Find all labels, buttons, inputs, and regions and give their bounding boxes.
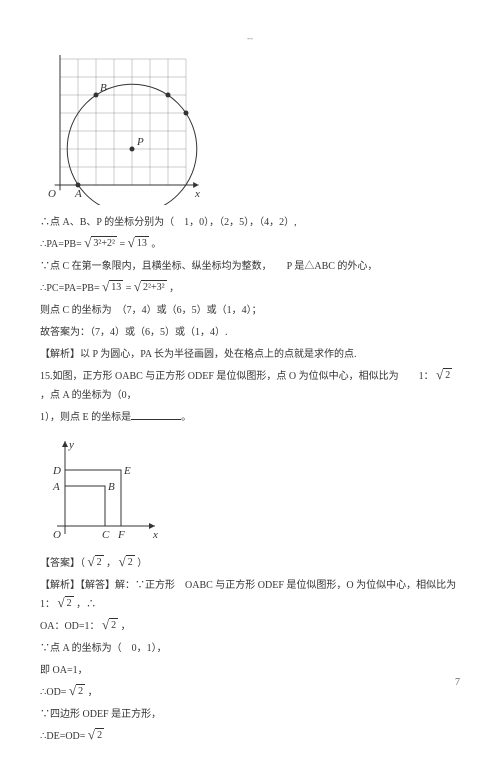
p15-post: ， (88, 687, 98, 698)
sqrt-2: √13 (128, 236, 149, 250)
sqrt-4: √2²+3² (134, 280, 167, 294)
p12-post: ， (121, 621, 131, 632)
sqrt-10: √2 (69, 684, 85, 698)
p4-pre: ∴PC=PA=PB= (40, 283, 100, 294)
p4-post: ， (169, 283, 179, 294)
sqrt-5: √2 (436, 368, 452, 382)
p8-pre: 15.如图，正方形 OABC 与正方形 ODEF 是位似图形，点 O 为位似中心… (40, 371, 434, 382)
p2-eq: = (120, 239, 126, 250)
svg-text:F: F (117, 529, 125, 541)
text-p3: ∵点 C 在第一象限内，且横坐标、纵坐标均为整数， P 是△ABC 的外心， (40, 257, 460, 276)
text-p15: ∴OD= √2 ， (40, 683, 460, 702)
text-p12: OA：OD=1： √2 ， (40, 617, 460, 636)
svg-text:A: A (52, 481, 60, 493)
text-p11: 【解析】【解答】解：∵正方形 OABC 与正方形 ODEF 是位似图形，O 为位… (40, 576, 460, 614)
p10-mid: ， (106, 558, 119, 569)
p8-post: ，点 A 的坐标为（0， (40, 390, 137, 401)
p15-pre: ∴OD= (40, 687, 66, 698)
text-p14: 即 OA=1， (40, 661, 460, 680)
figure-1: yxOABP (40, 55, 210, 205)
text-p6: 故答案为：（7，4）或（6，5）或（1，4）. (40, 323, 460, 342)
text-p1: ∴点 A、B、P 的坐标分别为（ 1，0），（2，5），（4，2）, (40, 213, 460, 232)
svg-text:x: x (194, 188, 200, 200)
svg-text:O: O (53, 529, 61, 541)
svg-text:E: E (123, 465, 131, 477)
p10-post: ） (137, 558, 147, 569)
svg-text:B: B (108, 481, 115, 493)
p2-pre: ∴PA=PB= (40, 239, 82, 250)
svg-text:O: O (48, 188, 56, 200)
svg-text:C: C (102, 529, 110, 541)
sqrt-6: √2 (88, 555, 104, 569)
p4-eq: = (126, 283, 132, 294)
sqrt-7: √2 (119, 555, 135, 569)
svg-text:A: A (74, 188, 82, 200)
p11-post: ，∴ (76, 599, 96, 610)
p2-post: 。 (151, 239, 161, 250)
svg-text:P: P (136, 136, 144, 148)
text-p9: 1），则点 E 的坐标是 。 (40, 408, 460, 427)
text-p5: 则点 C 的坐标为 （7，4）或（6，5）或（1，4）； (40, 301, 460, 320)
text-p10: 【答案】（ √2 ， √2 ） (40, 554, 460, 573)
p10-pre: 【答案】（ (40, 558, 88, 569)
p12-pre: OA：OD=1： (40, 621, 100, 632)
page-number: 7 (455, 673, 460, 692)
svg-text:D: D (52, 465, 61, 477)
svg-text:x: x (152, 529, 158, 541)
p11-pre: 【解析】【解答】解：∵正方形 OABC 与正方形 ODEF 是位似图形，O 为位… (40, 580, 476, 610)
svg-text:B: B (100, 82, 107, 94)
text-p13: ∵点 A 的坐标为（ 0，1）， (40, 639, 460, 658)
sqrt-1: √3²+2² (84, 236, 117, 250)
sqrt-3: √13 (102, 280, 123, 294)
sqrt-8: √2 (58, 596, 74, 610)
blank-line (131, 409, 181, 420)
text-p7: 【解析】以 P 为圆心，PA 长为半径画圆，处在格点上的点就是求作的点. (40, 345, 460, 364)
top-dash: -- (40, 30, 460, 47)
p9-text: 1），则点 E 的坐标是 (40, 412, 131, 423)
sqrt-11: √2 (88, 728, 104, 742)
sqrt-9: √2 (102, 618, 118, 632)
text-p8: 15.如图，正方形 OABC 与正方形 ODEF 是位似图形，点 O 为位似中心… (40, 367, 460, 405)
p9-post: 。 (181, 412, 191, 423)
figure-2: y x O A B C D E F (40, 431, 170, 546)
text-p17: ∴DE=OD= √2 (40, 727, 460, 746)
text-p16: ∵四边形 ODEF 是正方形， (40, 705, 460, 724)
p17-pre: ∴DE=OD= (40, 731, 85, 742)
text-p4: ∴PC=PA=PB= √13 = √2²+3² ， (40, 279, 460, 298)
text-p2: ∴PA=PB= √3²+2² = √13 。 (40, 235, 460, 254)
svg-text:y: y (68, 439, 74, 451)
